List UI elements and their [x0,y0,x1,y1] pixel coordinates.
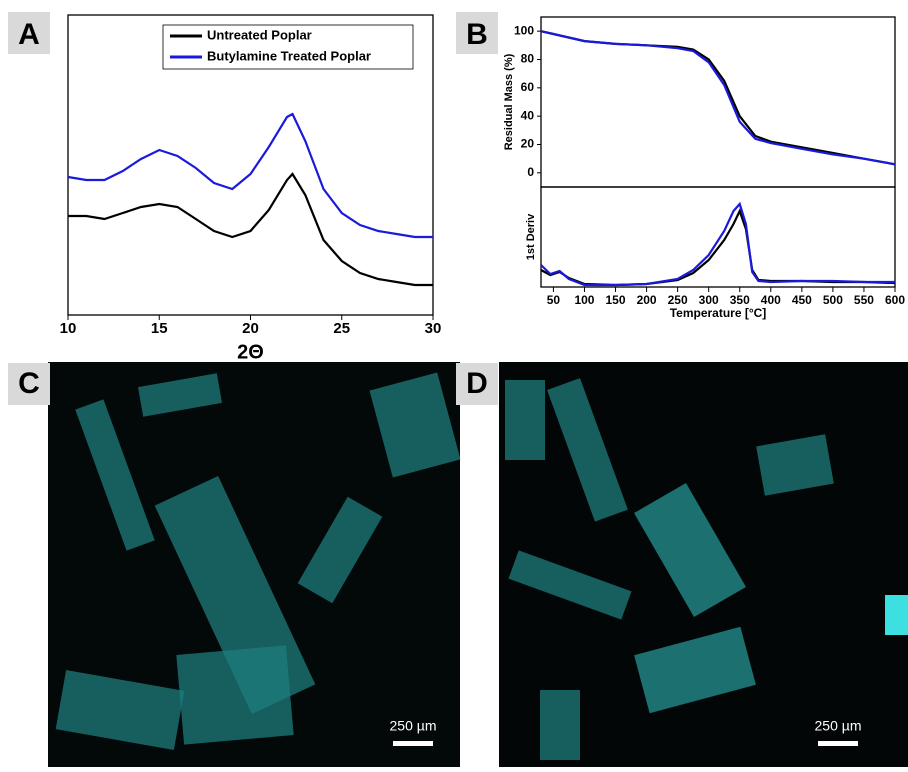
y-tick-label: 0 [527,165,534,179]
data-line [540,201,895,287]
legend-label: Untreated Poplar [207,27,312,42]
x-axis-label: 2Θ [237,341,264,363]
panel-label: B [466,18,488,51]
x-axis-label: Temperature [°C] [670,306,767,320]
micrograph [499,362,908,767]
x-tick-label: 150 [606,293,626,307]
x-tick-label: 200 [637,293,657,307]
x-tick-label: 10 [60,320,77,337]
data-line [68,172,433,287]
y-tick-label: 40 [521,108,535,122]
x-tick-label: 550 [854,293,874,307]
y-tick-label: 20 [521,137,535,151]
data-line [67,112,433,239]
data-line [540,208,896,287]
x-tick-label: 30 [425,320,442,337]
x-tick-label: 450 [792,293,812,307]
data-line [540,30,896,166]
panel-label-box [456,12,498,54]
panel-label-box [8,12,50,54]
x-tick-label: 350 [730,293,750,307]
legend-box [162,24,414,70]
x-tick-label: 300 [699,293,719,307]
panel-label: D [466,367,488,400]
y-tick-label: 80 [521,52,535,66]
x-tick-label: 15 [151,320,168,337]
plot-frame [540,186,896,288]
x-tick-label: 400 [761,293,781,307]
x-tick-label: 50 [547,293,561,307]
x-tick-label: 20 [242,320,259,337]
panel-label: A [18,18,40,51]
panel-label-box [8,363,50,405]
y-axis-label: 1st Deriv [525,213,537,260]
legend-label: Butylamine Treated Poplar [207,48,371,63]
panel-label-box [456,363,498,405]
micrograph [48,362,461,767]
scale-bar-label: 250 µm [815,718,862,734]
x-tick-label: 500 [823,293,843,307]
x-tick-label: 100 [574,293,594,307]
data-line [540,30,896,166]
x-tick-label: 600 [885,293,905,307]
y-tick-label: 100 [514,23,534,37]
panel-label: C [18,367,40,400]
y-tick-label: 60 [521,80,535,94]
x-tick-label: 25 [333,320,350,337]
y-axis-label: Residual Mass (%) [503,53,515,150]
x-tick-label: 250 [668,293,688,307]
scale-bar-label: 250 µm [390,718,437,734]
